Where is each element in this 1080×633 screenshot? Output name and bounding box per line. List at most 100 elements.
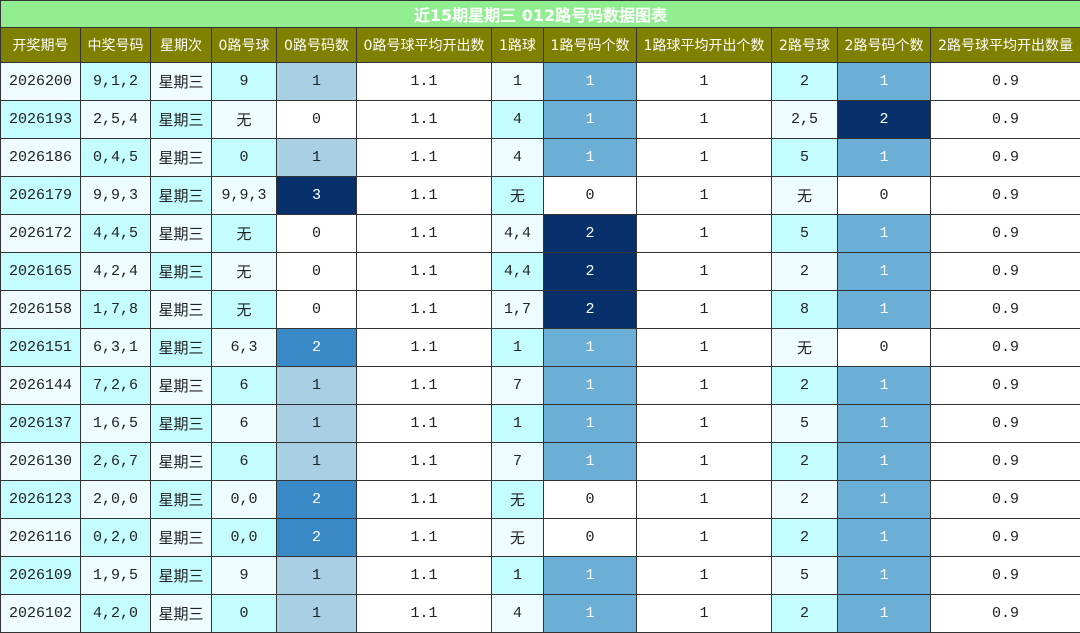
cell: 2026200 — [0, 62, 81, 101]
cell: 1 — [837, 556, 931, 595]
cell: 1 — [276, 556, 357, 595]
cell: 1,6,5 — [80, 404, 151, 443]
cell: 1 — [276, 594, 357, 633]
cell: 1 — [837, 214, 931, 253]
cell: 无 — [771, 328, 838, 367]
cell: 星期三 — [150, 328, 212, 367]
cell: 1,7,8 — [80, 290, 151, 329]
cell: 星期三 — [150, 138, 212, 177]
cell: 1.1 — [356, 290, 492, 329]
cell: 9,9,3 — [80, 176, 151, 215]
cell: 1 — [636, 480, 772, 519]
data-row: 2026144 7,2,6 星期三 6 1 1.1 7 1 1 2 1 0.9 — [0, 366, 1080, 405]
cell: 7 — [491, 442, 544, 481]
cell: 1 — [837, 252, 931, 291]
cell: 9 — [211, 62, 277, 101]
cell: 0 — [543, 176, 637, 215]
cell: 1 — [636, 214, 772, 253]
header-cell: 1路球平均开出个数 — [636, 27, 772, 63]
cell: 星期三 — [150, 556, 212, 595]
cell: 星期三 — [150, 252, 212, 291]
cell: 2026186 — [0, 138, 81, 177]
cell: 星期三 — [150, 366, 212, 405]
header-cell: 2路号码个数 — [837, 27, 931, 63]
cell: 1 — [636, 594, 772, 633]
cell: 星期三 — [150, 176, 212, 215]
cell: 2026102 — [0, 594, 81, 633]
cell: 4,4 — [491, 214, 544, 253]
cell: 4,4,5 — [80, 214, 151, 253]
cell: 1 — [636, 62, 772, 101]
cell: 2 — [543, 290, 637, 329]
cell: 1 — [636, 442, 772, 481]
cell: 2 — [276, 518, 357, 557]
cell: 1 — [837, 290, 931, 329]
data-row: 2026123 2,0,0 星期三 0,0 2 1.1 无 0 1 2 1 0.9 — [0, 480, 1080, 519]
cell: 1 — [636, 252, 772, 291]
cell: 无 — [491, 480, 544, 519]
cell: 0.9 — [930, 480, 1080, 519]
cell: 0 — [211, 138, 277, 177]
cell: 无 — [211, 214, 277, 253]
cell: 1 — [837, 62, 931, 101]
header-cell: 0路号球 — [211, 27, 277, 63]
cell: 2 — [771, 442, 838, 481]
cell: 5 — [771, 214, 838, 253]
cell: 0 — [543, 518, 637, 557]
cell: 1.1 — [356, 328, 492, 367]
cell: 0 — [276, 290, 357, 329]
cell: 9,1,2 — [80, 62, 151, 101]
cell: 7 — [491, 366, 544, 405]
cell: 星期三 — [150, 518, 212, 557]
cell: 1 — [543, 594, 637, 633]
cell: 星期三 — [150, 442, 212, 481]
cell: 0 — [276, 252, 357, 291]
cell: 0 — [276, 100, 357, 139]
cell: 无 — [211, 252, 277, 291]
cell: 2,5 — [771, 100, 838, 139]
cell: 0 — [837, 176, 931, 215]
cell: 星期三 — [150, 100, 212, 139]
cell: 1 — [636, 404, 772, 443]
cell: 0.9 — [930, 556, 1080, 595]
cell: 1.1 — [356, 138, 492, 177]
cell: 2026137 — [0, 404, 81, 443]
cell: 1 — [837, 366, 931, 405]
cell: 9 — [211, 556, 277, 595]
cell: 0,2,0 — [80, 518, 151, 557]
cell: 1 — [543, 556, 637, 595]
cell: 1 — [636, 100, 772, 139]
cell: 星期三 — [150, 290, 212, 329]
header-cell: 0路号球平均开出数 — [356, 27, 492, 63]
cell: 0,4,5 — [80, 138, 151, 177]
cell: 1.1 — [356, 518, 492, 557]
cell: 0 — [837, 328, 931, 367]
cell: 1.1 — [356, 366, 492, 405]
cell: 0.9 — [930, 100, 1080, 139]
cell: 无 — [491, 176, 544, 215]
cell: 2 — [771, 252, 838, 291]
cell: 1 — [491, 404, 544, 443]
data-row: 2026179 9,9,3 星期三 9,9,3 3 1.1 无 0 1 无 0 0.9 — [0, 176, 1080, 215]
cell: 2026130 — [0, 442, 81, 481]
cell: 无 — [211, 100, 277, 139]
cell: 0,0 — [211, 518, 277, 557]
cell: 2 — [771, 480, 838, 519]
cell: 0 — [543, 480, 637, 519]
cell: 1 — [543, 62, 637, 101]
cell: 6 — [211, 404, 277, 443]
cell: 1 — [276, 442, 357, 481]
cell: 2 — [771, 366, 838, 405]
data-row: 2026109 1,9,5 星期三 9 1 1.1 1 1 1 5 1 0.9 — [0, 556, 1080, 595]
cell: 2 — [771, 518, 838, 557]
cell: 2 — [276, 328, 357, 367]
cell: 2,5,4 — [80, 100, 151, 139]
cell: 2026193 — [0, 100, 81, 139]
cell: 4,2,4 — [80, 252, 151, 291]
data-row: 2026193 2,5,4 星期三无 0 1.1 4 1 1 2,5 2 0.9 — [0, 100, 1080, 139]
cell: 0.9 — [930, 328, 1080, 367]
cell: 7,2,6 — [80, 366, 151, 405]
cell: 2026158 — [0, 290, 81, 329]
